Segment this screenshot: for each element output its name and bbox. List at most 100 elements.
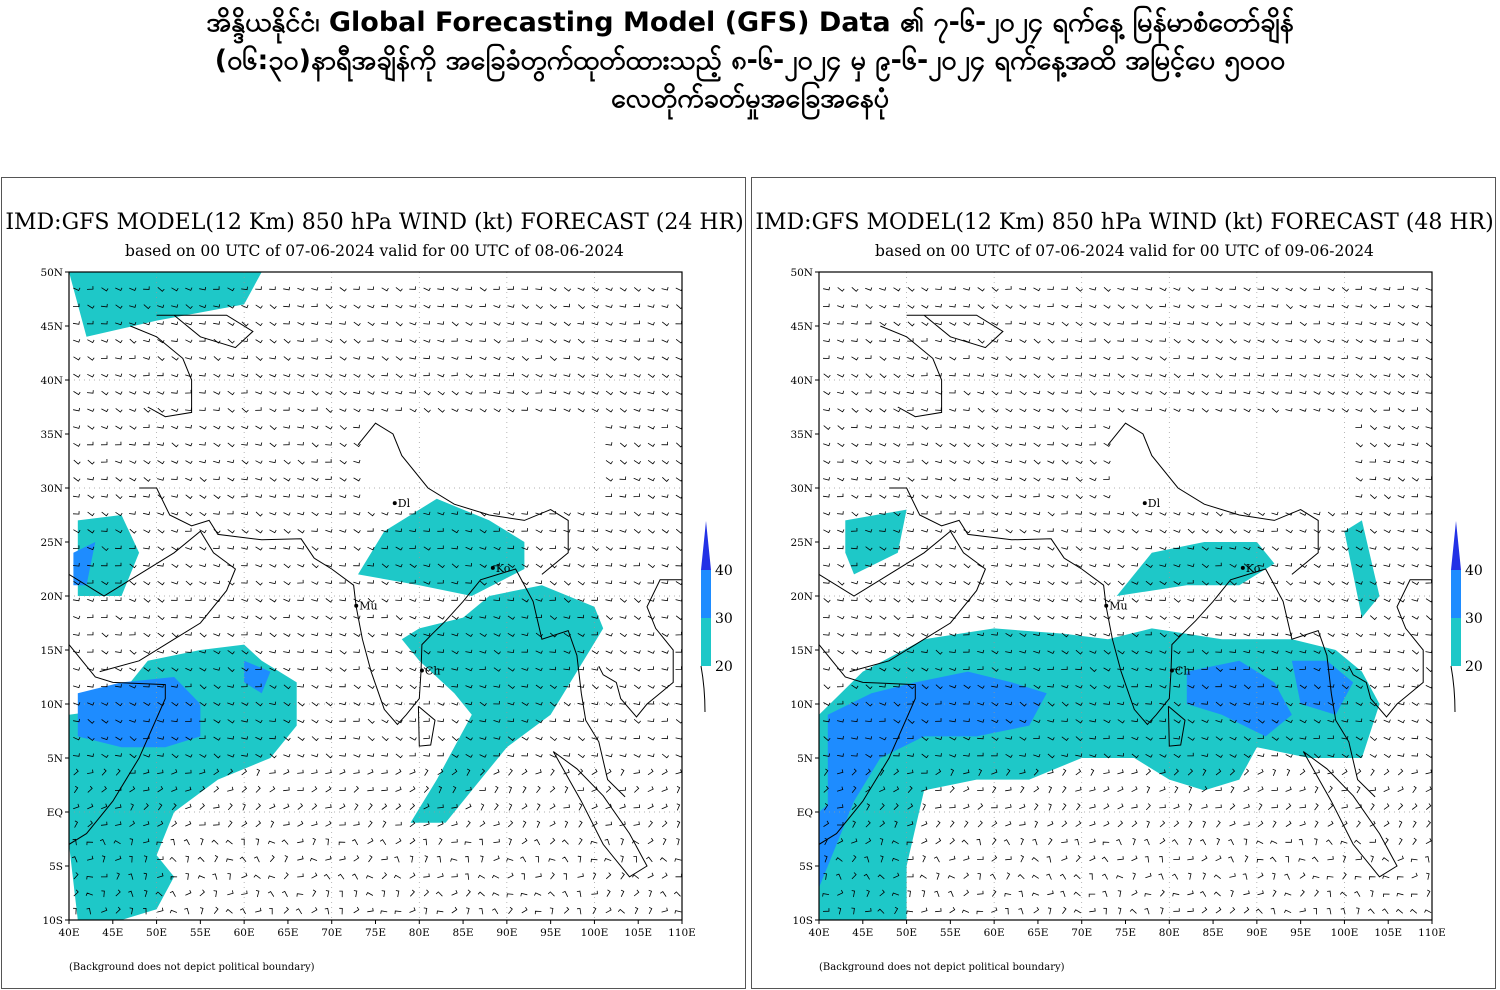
y-tick-label: 5S — [49, 861, 63, 873]
legend-tail — [1450, 665, 1456, 713]
coastline — [69, 530, 237, 673]
legend-tail — [700, 665, 706, 713]
graticule — [69, 272, 682, 920]
page-title: အိန္ဒိယနိုင်ငံ၊ Global Forecasting Model… — [0, 4, 1500, 118]
x-tick-label: 105E — [1374, 927, 1402, 939]
wind-barbs — [71, 286, 682, 915]
x-tick-label: 70E — [1071, 927, 1092, 939]
wind-20-30kt-region — [69, 272, 262, 337]
x-tick-label: 90E — [496, 927, 517, 939]
coastline — [598, 579, 682, 718]
x-tick-label: 110E — [1418, 927, 1446, 939]
y-tick-label: 5N — [47, 753, 63, 765]
coastline — [69, 644, 166, 845]
x-tick-label: 100E — [1331, 927, 1359, 939]
x-tick-label: 40E — [808, 927, 829, 939]
x-tick-label: 45E — [102, 927, 123, 939]
y-tick-label: 45N — [790, 321, 813, 333]
x-tick-label: 75E — [1115, 927, 1136, 939]
city-marker — [1142, 501, 1147, 506]
wind-30-40kt-region — [819, 801, 833, 888]
coastlines — [69, 314, 682, 878]
y-tick-label: 5S — [799, 861, 813, 873]
y-tick-label: 25N — [790, 537, 813, 549]
wind-20-30kt-region — [358, 498, 525, 596]
y-tick-label: 30N — [790, 483, 813, 495]
y-tick-label: 10N — [790, 699, 813, 711]
forecast-panel-48hr: IMD:GFS MODEL(12 Km) 850 hPa WIND (kt) F… — [751, 177, 1496, 989]
city-marker — [1240, 565, 1245, 570]
y-tick-label: 20N — [790, 591, 813, 603]
panel-title: IMD:GFS MODEL(12 Km) 850 hPa WIND (kt) F… — [5, 210, 743, 235]
y-tick-label: 30N — [40, 483, 63, 495]
wind-30-40kt-region — [73, 542, 96, 586]
x-tick-label: 65E — [277, 927, 298, 939]
wind-barbs — [822, 286, 1432, 915]
x-tick-label: 50E — [896, 927, 917, 939]
city-label: Dl — [398, 497, 411, 510]
wind-20-30kt-region — [1116, 542, 1275, 596]
y-tick-label: EQ — [797, 807, 814, 819]
map-area — [819, 272, 1432, 920]
legend-label: 30 — [715, 611, 733, 627]
legend-label: 20 — [715, 659, 733, 675]
city-label: Ch — [1175, 665, 1191, 678]
city-label: Ko — [1246, 562, 1261, 575]
legend-color-40plus — [1451, 521, 1461, 570]
legend-label: 30 — [1465, 611, 1483, 627]
map-area — [69, 272, 682, 920]
city-label: Mu — [1109, 600, 1127, 613]
wind-20-30kt-region — [77, 515, 140, 596]
x-tick-label: 60E — [234, 927, 255, 939]
y-tick-label: 50N — [40, 267, 63, 279]
y-tick-label: 50N — [790, 267, 813, 279]
wind-30-40kt-region — [1186, 660, 1292, 737]
wind-20-30kt-region — [845, 509, 907, 575]
background-note: (Background does not depict political bo… — [819, 962, 1065, 973]
city-marker — [354, 603, 359, 608]
coastline — [156, 314, 254, 349]
coastline — [1167, 705, 1186, 747]
wind-20-30kt-region — [1344, 520, 1380, 618]
coastline — [357, 422, 569, 575]
page-title-line-1: အိန္ဒိယနိုင်ငံ၊ Global Forecasting Model… — [206, 7, 1294, 38]
forecast-panel-24hr: IMD:GFS MODEL(12 Km) 850 hPa WIND (kt) F… — [1, 177, 746, 989]
coastline — [1348, 579, 1432, 718]
x-tick-label: 80E — [409, 927, 430, 939]
y-tick-label: 45N — [40, 321, 63, 333]
coastline — [889, 487, 1065, 559]
legend-color-20-30 — [1451, 618, 1461, 666]
legend-color-20-30 — [701, 618, 711, 666]
city-label: Mu — [359, 600, 377, 613]
coastline — [1302, 751, 1398, 878]
y-tick-label: 10S — [42, 915, 63, 927]
x-tick-label: 95E — [540, 927, 561, 939]
coastline — [417, 705, 436, 747]
y-tick-label: 20N — [40, 591, 63, 603]
y-tick-label: 40N — [40, 375, 63, 387]
city-label: Ch — [425, 665, 441, 678]
x-tick-label: 80E — [1159, 927, 1180, 939]
city-marker — [392, 501, 397, 506]
coastline — [139, 487, 315, 559]
x-tick-label: 100E — [581, 927, 609, 939]
x-tick-label: 50E — [146, 927, 167, 939]
coastline — [313, 557, 626, 798]
y-tick-label: 10S — [792, 915, 813, 927]
y-tick-label: 35N — [790, 429, 813, 441]
coastline — [130, 325, 193, 418]
wind-30-40kt-region — [1291, 660, 1354, 715]
coastline — [1063, 557, 1376, 798]
x-tick-label: 105E — [624, 927, 652, 939]
panel-subtitle: based on 00 UTC of 07-06-2024 valid for … — [875, 242, 1374, 260]
coastline — [819, 644, 916, 845]
x-tick-label: 75E — [365, 927, 386, 939]
legend-color-40plus — [701, 521, 711, 570]
city-marker — [419, 668, 424, 673]
y-tick-label: 10N — [40, 699, 63, 711]
tibet-plateau-blank — [358, 412, 612, 510]
x-tick-label: 95E — [1290, 927, 1311, 939]
page-title-line-2: (၀၆:၃၀)နာရီအချိန်ကို အခြေခံတွက်ထုတ်ထားသည… — [214, 45, 1286, 76]
x-tick-label: 45E — [852, 927, 873, 939]
legend-label: 20 — [1465, 659, 1483, 675]
